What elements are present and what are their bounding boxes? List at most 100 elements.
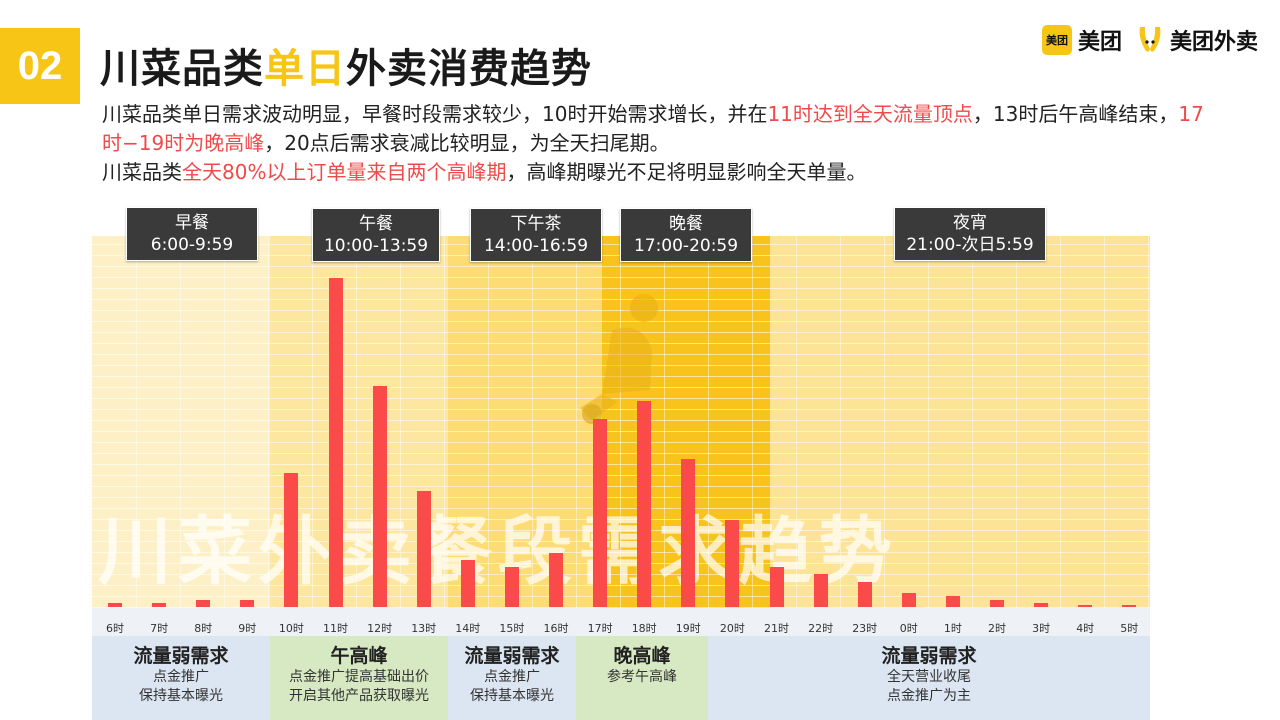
grid-line-horizontal bbox=[92, 497, 1150, 498]
description: 川菜品类单日需求波动明显，早餐时段需求较少，10时开始需求增长，并在11时达到全… bbox=[102, 100, 1212, 187]
section-line: 开启其他产品获取曝光 bbox=[289, 688, 429, 704]
x-tick-label: 4时 bbox=[1076, 622, 1095, 635]
period-name: 午餐 bbox=[359, 214, 393, 234]
page-title: 川菜品类单日外卖消费趋势 bbox=[100, 36, 592, 94]
x-tick-label: 2时 bbox=[988, 622, 1006, 635]
x-tick-label: 5时 bbox=[1120, 622, 1139, 635]
grid-line-vertical bbox=[576, 236, 577, 608]
section-line: 全天营业收尾 bbox=[887, 669, 971, 685]
bar-13时 bbox=[416, 491, 431, 607]
grid-line-horizontal bbox=[92, 409, 1150, 410]
desc-text: 川菜品类 bbox=[102, 160, 182, 184]
bar-2时 bbox=[990, 599, 1004, 607]
x-tick-label: 8时 bbox=[194, 622, 213, 635]
section-title: 流量弱需求 bbox=[881, 645, 977, 667]
section-line: 参考午高峰 bbox=[607, 669, 677, 685]
afternoon-tea-band bbox=[448, 236, 602, 608]
bar-20时 bbox=[725, 520, 740, 607]
bar-8时 bbox=[196, 599, 211, 607]
section-afternoon: 流量弱需求 点金推广 保持基本曝光 bbox=[448, 636, 576, 720]
bar-17时 bbox=[593, 418, 608, 607]
period-time: 17:00-20:59 bbox=[633, 236, 739, 256]
desc-text: 川菜品类单日需求波动明显，早餐时段需求较少，10时开始需求增长，并在 bbox=[102, 102, 768, 126]
grid-line-vertical bbox=[972, 236, 973, 608]
period-label-lunch: 午餐 10:00-13:59 bbox=[312, 208, 440, 262]
x-tick-label: 16时 bbox=[543, 622, 569, 635]
section-title: 流量弱需求 bbox=[133, 645, 229, 667]
grid-line-horizontal bbox=[92, 541, 1150, 542]
grid-line-vertical bbox=[400, 236, 401, 608]
section-line: 点金推广为主 bbox=[887, 688, 971, 704]
x-tick-label: 0时 bbox=[899, 622, 918, 635]
section-lunch-peak: 午高峰 点金推广提高基础出价 开启其他产品获取曝光 bbox=[270, 636, 448, 720]
grid-line-vertical bbox=[708, 236, 709, 608]
grid-line-vertical bbox=[840, 236, 841, 608]
description-line-1: 川菜品类单日需求波动明显，早餐时段需求较少，10时开始需求增长，并在11时达到全… bbox=[102, 100, 1212, 158]
period-time: 21:00-次日5:59 bbox=[906, 235, 1034, 255]
period-name: 夜宵 bbox=[953, 213, 987, 233]
grid-line-vertical bbox=[1016, 236, 1017, 608]
grid-line-horizontal bbox=[92, 431, 1150, 432]
bar-7时 bbox=[152, 603, 167, 607]
x-tick-label: 19时 bbox=[675, 622, 701, 635]
x-tick-label: 3时 bbox=[1032, 622, 1051, 635]
desc-highlight: 全天80%以上订单量来自两个高峰期 bbox=[182, 160, 507, 184]
section-line: 保持基本曝光 bbox=[470, 688, 554, 704]
grid-line-vertical bbox=[136, 236, 137, 608]
period-label-late-night: 夜宵 21:00-次日5:59 bbox=[894, 207, 1046, 261]
section-line: 点金推广提高基础出价 bbox=[289, 669, 429, 685]
period-label-dinner: 晚餐 17:00-20:59 bbox=[620, 208, 752, 262]
kangaroo-ears-icon bbox=[1139, 27, 1161, 52]
grid-line-horizontal bbox=[92, 288, 1150, 289]
section-title: 流量弱需求 bbox=[464, 645, 560, 667]
title-highlight: 单日 bbox=[264, 46, 346, 92]
x-tick-label: 22时 bbox=[808, 622, 834, 635]
grid-line-horizontal bbox=[92, 508, 1150, 509]
grid-line-vertical bbox=[664, 236, 665, 608]
period-name: 晚餐 bbox=[669, 214, 703, 234]
desc-highlight: 17时−19时为晚高峰 bbox=[102, 102, 1204, 155]
title-part2: 外卖消费趋势 bbox=[346, 46, 592, 92]
grid-line-horizontal bbox=[92, 585, 1150, 586]
grid-line-horizontal bbox=[92, 277, 1150, 278]
x-tick-label: 11时 bbox=[323, 622, 348, 635]
description-line-2: 川菜品类全天80%以上订单量来自两个高峰期，高峰期曝光不足将明显影响全天单量。 bbox=[102, 158, 1212, 187]
x-tick-label: 10时 bbox=[278, 622, 304, 635]
bar-16时 bbox=[549, 552, 563, 607]
section-number-badge: 02 bbox=[0, 28, 80, 104]
period-label-afternoon-tea: 下午茶 14:00-16:59 bbox=[470, 208, 602, 262]
delivery-rider-illustration bbox=[580, 294, 658, 424]
title-part1: 川菜品类 bbox=[100, 46, 264, 92]
bar-0时 bbox=[901, 592, 916, 607]
grid-line-vertical bbox=[312, 236, 313, 608]
grid-line-vertical bbox=[1060, 236, 1061, 608]
breakfast-band bbox=[92, 236, 270, 608]
bar-5时 bbox=[1122, 605, 1137, 607]
x-tick-label: 1时 bbox=[943, 622, 962, 635]
meituan-waimai-logo-text: 美团外卖 bbox=[1169, 30, 1258, 55]
grid-line-horizontal bbox=[92, 266, 1150, 267]
grid-line-horizontal bbox=[92, 607, 1150, 608]
grid-line-horizontal bbox=[92, 420, 1150, 421]
grid-line-horizontal bbox=[92, 519, 1150, 520]
late-night-band bbox=[770, 236, 1150, 608]
section-breakfast: 流量弱需求 点金推广 保持基本曝光 bbox=[92, 636, 270, 720]
bar-1时 bbox=[945, 596, 960, 607]
desc-text: ，高峰期曝光不足将明显影响全天单量。 bbox=[506, 160, 867, 184]
period-name: 早餐 bbox=[175, 213, 209, 233]
desc-text: ，13时后午高峰结束， bbox=[972, 102, 1179, 126]
x-tick-label: 7时 bbox=[150, 622, 169, 635]
x-tick-label: 6时 bbox=[106, 622, 124, 635]
section-line: 点金推广 bbox=[484, 669, 540, 685]
bar-14时 bbox=[460, 559, 475, 607]
bar-12时 bbox=[372, 386, 387, 607]
grid-line-horizontal bbox=[92, 596, 1150, 597]
period-name: 下午茶 bbox=[510, 214, 562, 234]
grid-line-horizontal bbox=[92, 321, 1150, 322]
bar-10时 bbox=[284, 473, 299, 607]
period-time: 14:00-16:59 bbox=[483, 236, 589, 256]
x-tick-label: 18时 bbox=[631, 622, 657, 635]
grid-line-horizontal bbox=[92, 310, 1150, 311]
desc-highlight: 11时达到全天流量顶点 bbox=[767, 102, 973, 126]
grid-line-vertical bbox=[532, 236, 533, 608]
